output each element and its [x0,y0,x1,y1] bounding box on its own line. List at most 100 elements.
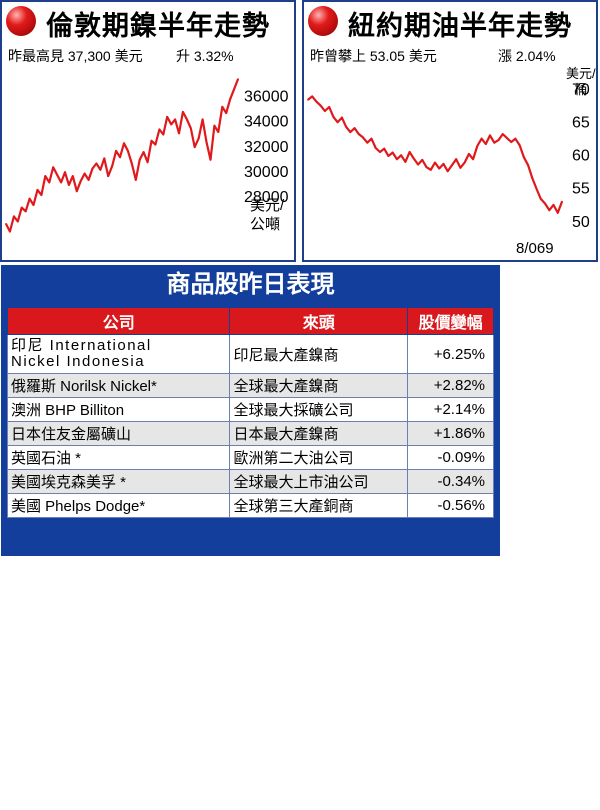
data-point [556,211,559,214]
data-point [535,188,538,190]
data-point [451,164,453,167]
oil-unit-top: 美元/ [566,66,596,81]
data-point [205,141,208,144]
data-point [476,145,479,147]
data-point [44,175,47,178]
cell-origin: 全球第三大產銅商 [229,493,409,518]
data-point [324,110,326,112]
cell-company: 美國埃克森美孚 * [6,469,231,494]
data-point [412,157,415,160]
table-footnote: * 截至昨晚 11 時 [11,791,120,808]
cell-company: 印尼 International Nickel Indonesia [6,334,231,374]
oil-high-label: 昨曾攀上 53.05 美元 [310,48,437,64]
data-point [186,118,188,121]
data-point [209,158,212,161]
data-point [438,167,441,170]
data-point [353,127,356,130]
data-point [396,158,398,161]
y-tick-label: 50 [572,214,590,231]
data-point [138,158,141,161]
cell-origin: 日本最大產鎳商 [229,421,409,446]
data-point [362,136,364,139]
oil-date-text: 8/06 [516,240,546,257]
data-point [442,163,445,165]
data-point [123,142,125,145]
nickel-change-label: 升 3.32% [176,48,234,64]
nickel-unit-bottom: 公噸 [250,216,281,233]
data-point [68,184,70,186]
table-row: 美國 Phelps Dodge* 全球第三大產銅商 -0.56% [6,493,494,518]
data-point [527,164,529,167]
data-point [150,139,153,142]
data-point [548,209,551,212]
data-point [52,166,55,169]
table-title: 商品股昨日表現 [166,270,335,298]
data-point [408,151,411,153]
oil-chart-panel: 紐約期油半年走勢 昨曾攀上 53.05 美元 漲 2.04% 50 55 60 65 7… [302,0,598,262]
data-point [201,118,204,121]
red-ball-icon [6,6,36,36]
data-point [174,118,177,121]
data-point [336,121,339,124]
data-point [60,181,62,184]
data-point [383,147,386,150]
data-point [349,131,352,134]
data-point [40,194,43,196]
oil-unit-bottom: 桶 [574,82,588,97]
oil-unit-label: 美元/ 桶 [566,66,596,98]
data-point [142,151,145,154]
data-point [480,137,483,140]
cell-company: 美國 Phelps Dodge* [6,493,231,518]
cell-change: -0.09% [407,445,494,470]
data-point [446,170,449,173]
y-tick-label: 60 [572,148,590,165]
data-point [421,159,424,161]
data-point [79,180,82,183]
data-point [404,161,407,163]
data-point [417,163,419,166]
data-point [468,153,470,155]
data-point [178,132,180,135]
data-point [9,230,11,233]
data-point [166,116,169,118]
y-tick-label: 36000 [244,88,289,105]
data-point [229,98,232,101]
data-point [213,124,216,127]
data-point [162,133,165,136]
data-point [217,131,220,133]
data-point [225,112,228,114]
data-point [379,151,381,153]
data-point [115,150,117,152]
data-point [99,168,102,171]
data-point [561,200,563,203]
data-point [463,161,466,164]
data-point [170,123,173,126]
data-point [425,166,428,169]
cell-change: +1.86% [407,421,494,446]
data-point [552,204,555,206]
data-point [56,173,58,176]
data-point [332,116,335,118]
red-ball-icon [308,6,338,36]
table-row: 俄羅斯 Norilsk Nickel* 全球最大產鎳商 +2.82% [6,373,494,398]
data-point [16,220,19,223]
nickel-chart-panel: 倫敦期鎳半年走勢 昨最高見 37,300 美元 升 3.32% 28000 300… [0,0,296,262]
data-point [319,104,322,107]
oil-change-label: 漲 2.04% [498,48,556,64]
data-point [127,150,129,152]
cell-company: 英國石油 * [6,445,231,470]
data-point [13,215,15,218]
nickel-unit-top: 美元/ [250,197,285,214]
oil-chart-title: 紐約期油半年走勢 [348,11,572,42]
data-point [233,88,236,91]
data-point [32,204,35,206]
nickel-line-chart: 28000 30000 32000 34000 36000 [5,78,289,233]
data-point [357,133,360,136]
price-series-line [5,78,240,233]
data-point [497,139,500,142]
y-tick-label: 30000 [244,164,289,181]
data-point [493,141,496,144]
data-point [400,154,402,157]
data-point [472,158,474,161]
data-point [374,147,377,149]
